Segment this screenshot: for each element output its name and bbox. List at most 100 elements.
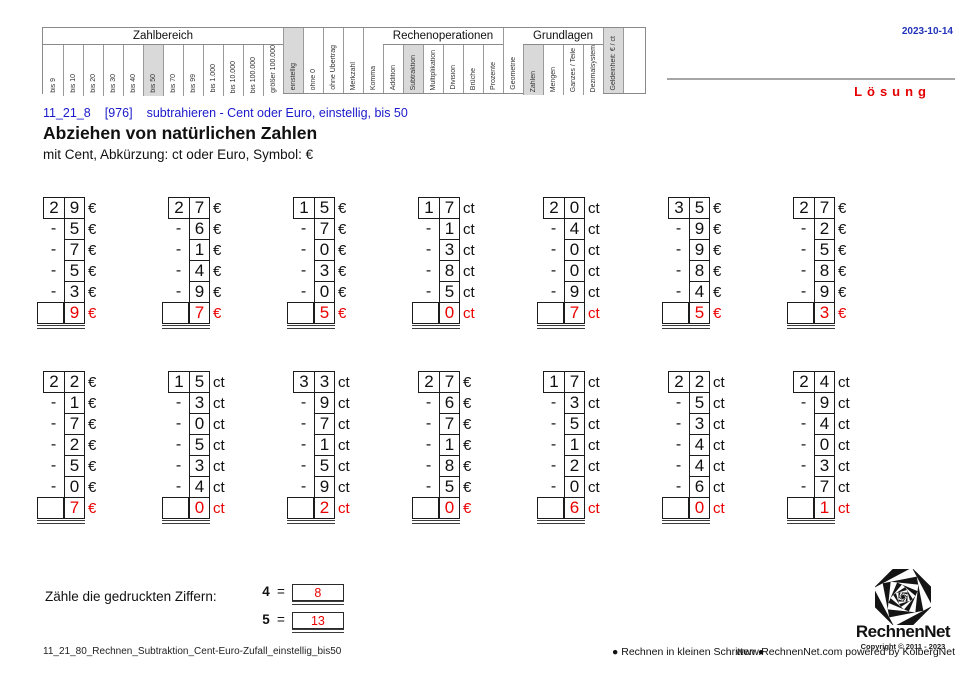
answer-digit-box: 7 [64, 497, 85, 519]
subtrahend-digit-box: 5 [64, 218, 85, 240]
filter-geometrie[interactable]: Geometrie [503, 28, 523, 93]
units-digit-box: 5 [189, 371, 210, 393]
minus-sign: - [300, 478, 307, 495]
subtrahend-digit-box: 1 [439, 218, 460, 240]
minus-sign: - [800, 220, 807, 237]
subtrahend-digit-box: 0 [564, 239, 585, 261]
problem-subtract-row: -9 ct [293, 392, 353, 414]
unit-label: ct [838, 373, 850, 391]
minus-sign: - [175, 283, 182, 300]
filter-einstellig[interactable]: einstellig [283, 28, 303, 93]
worksheet-link[interactable]: 11_21_8 [976] subtrahieren - Cent oder Eur… [43, 106, 422, 120]
filter-br-che[interactable]: Brüche [463, 45, 483, 93]
filter-multiplikation[interactable]: Multiplikation [423, 45, 443, 93]
unit-label: ct [588, 373, 600, 391]
filter-bis-20[interactable]: bis 20 [83, 45, 103, 96]
result-double-line [537, 520, 585, 524]
filter-bis-50[interactable]: bis 50 [143, 45, 163, 96]
filter-addition[interactable]: Addition [383, 45, 403, 93]
filter-bis-1-000[interactable]: bis 1.000 [203, 45, 223, 96]
filter-geldeinheit-ct[interactable]: Geldeinheit: € / ct [603, 28, 623, 93]
problem-subtract-row: -5 € [793, 239, 853, 261]
problem-answer-row: 2 ct [287, 497, 353, 519]
filter-bis-40[interactable]: bis 40 [123, 45, 143, 96]
unit-label: € [338, 220, 347, 238]
result-double-line [537, 325, 585, 329]
problem-answer-row: 6 ct [537, 497, 603, 519]
filter-label: Zahlen [530, 71, 537, 93]
filter-label: Geometrie [510, 57, 517, 90]
result-double-line [287, 325, 335, 329]
problem-subtract-row: -7 ct [293, 413, 353, 435]
minus-sign: - [550, 262, 557, 279]
subtrahend-digit-box: 9 [814, 281, 835, 303]
unit-label: € [463, 457, 472, 475]
unit-label: € [213, 199, 222, 217]
answer-unit-label: ct [213, 499, 225, 517]
answer-empty-box [662, 302, 689, 324]
counting-task-label: Zähle die gedruckten Ziffern: [45, 589, 217, 604]
problem-subtract-row: -6 € [418, 392, 478, 414]
filter-bis-100-000[interactable]: bis 100.000 [243, 45, 263, 96]
minus-sign: - [800, 283, 807, 300]
unit-label: € [88, 220, 97, 238]
answer-digit-box: 0 [689, 497, 710, 519]
minus-sign: - [675, 262, 682, 279]
problem-start-row: 2 7 € [418, 371, 478, 393]
filter-prozente[interactable]: Prozente [483, 45, 503, 93]
units-digit-box: 7 [564, 371, 585, 393]
filter-gr-er-100-000[interactable]: größer 100.000 [263, 45, 283, 96]
filter-label: Merkzahl [350, 61, 357, 90]
filter-mengen[interactable]: Mengen [543, 45, 563, 96]
problem-subtract-row: -8 € [793, 260, 853, 282]
filter-division[interactable]: Division [443, 45, 463, 93]
answer-empty-box [787, 497, 814, 519]
problem-start-row: 2 0 ct [543, 197, 603, 219]
answer-unit-label: € [88, 304, 97, 322]
problem-start-row: 1 7 ct [543, 371, 603, 393]
filter-ohne-0[interactable]: ohne 0 [303, 28, 323, 93]
unit-label: ct [213, 478, 225, 496]
minus-sign: - [550, 283, 557, 300]
filter-komma[interactable]: Komma [363, 28, 383, 93]
filter-merkzahl[interactable]: Merkzahl [343, 28, 363, 93]
subtrahend-digit-box: 7 [64, 239, 85, 261]
subtrahend-digit-box: 3 [64, 281, 85, 303]
filter-label: ohne 0 [310, 68, 317, 90]
subtrahend-digit-box: 4 [689, 281, 710, 303]
minus-sign: - [425, 241, 432, 258]
filter-bis-30[interactable]: bis 30 [103, 45, 123, 96]
answer-empty-box [287, 302, 314, 324]
filter-bis-99[interactable]: bis 99 [183, 45, 203, 96]
minus-sign: - [550, 478, 557, 495]
filter-zahlen[interactable]: Zahlen [523, 45, 543, 96]
filter-bis-9[interactable]: bis 9 [43, 45, 63, 96]
problem-subtract-row: -4 ct [793, 413, 853, 435]
filter-label: Ganzes / Teile [570, 48, 577, 93]
unit-label: € [88, 436, 97, 454]
minus-sign: - [50, 478, 57, 495]
unit-label: € [213, 220, 222, 238]
filter-bis-10-000[interactable]: bis 10.000 [223, 45, 243, 96]
answer-unit-label: € [838, 304, 847, 322]
filter-ganzes-teile[interactable]: Ganzes / Teile [563, 45, 583, 96]
filter-subtraktion[interactable]: Subtraktion [403, 45, 423, 93]
unit-label: € [713, 241, 722, 259]
subtrahend-digit-box: 0 [314, 281, 335, 303]
filter-dezimalsystem[interactable]: Dezimalsystem [583, 45, 603, 96]
footer-website-link[interactable]: www.RechnenNet.com powered by KolbergNet [736, 646, 955, 658]
problem-subtract-row: -8 ct [418, 260, 478, 282]
answer-unit-label: € [713, 304, 722, 322]
result-double-line [287, 520, 335, 524]
answer-unit-label: ct [338, 499, 350, 517]
problem-answer-row: 5 € [287, 302, 353, 324]
filter-ohne-bertrag[interactable]: ohne Übertrag [323, 28, 343, 93]
filter-bis-10[interactable]: bis 10 [63, 45, 83, 96]
equals-sign: = [277, 584, 285, 599]
subtrahend-digit-box: 5 [439, 476, 460, 498]
filter-label: einstellig [290, 62, 297, 90]
count-answer-box: 8 [291, 584, 344, 601]
problem-start-row: 1 5 ct [168, 371, 228, 393]
minus-sign: - [550, 241, 557, 258]
filter-bis-70[interactable]: bis 70 [163, 45, 183, 96]
